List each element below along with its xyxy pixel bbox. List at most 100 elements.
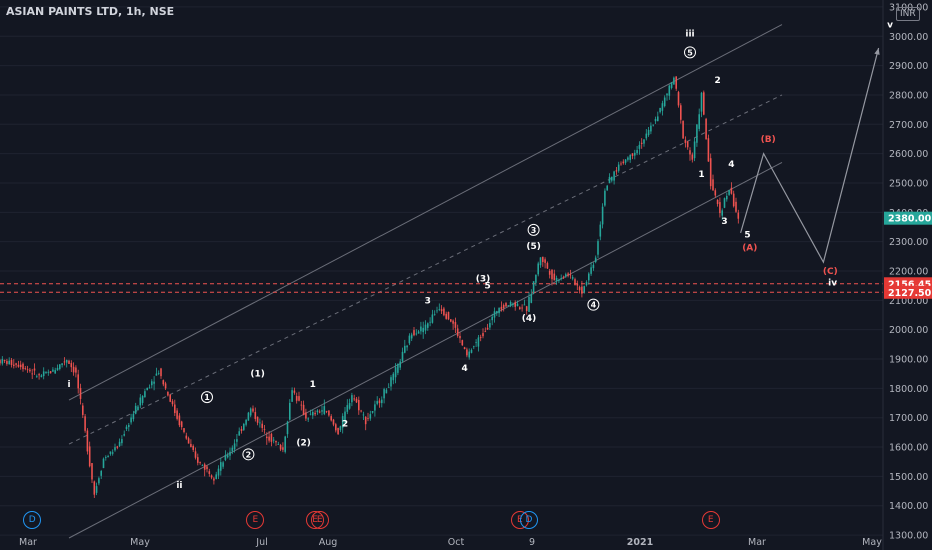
candle-body [613,171,615,181]
candle-body [84,416,86,431]
wave-label: 4 [591,301,597,310]
candle-body [337,427,339,435]
candle-body [316,410,319,413]
candle-body [571,277,574,279]
candle-body [463,347,466,350]
candle-body [509,301,512,306]
candle-body [291,390,293,402]
wave-label: 3 [531,226,537,235]
candle-body [10,360,13,365]
wave-label: (4) [522,314,537,324]
candle-body [597,241,599,255]
candle-body [213,478,215,481]
earnings-event-marker[interactable]: E [701,511,720,529]
candle-body [611,176,613,181]
wave-label: 3 [425,296,431,306]
channel-line [68,94,783,445]
earnings-event-marker[interactable]: E [310,511,329,529]
candle-body [167,391,169,396]
candle-body [548,270,551,275]
candle-body [420,326,422,332]
dividend-event-marker[interactable]: D [23,511,42,529]
candle-body [300,404,303,406]
last-price-tag-bg [884,211,932,225]
candle-body [289,402,291,420]
candle-body [325,410,328,412]
candle-body [77,374,79,389]
candle-body [666,93,668,96]
candle-body [387,386,390,388]
time-tick-label: Oct [448,537,465,548]
candle-body [321,410,323,412]
candle-body [627,157,629,160]
candle-body [243,423,245,430]
candle-body [38,374,40,376]
time-tick-label: May [130,537,150,548]
candle-body [594,257,597,263]
candle-body [673,77,675,85]
candle-body [491,316,493,321]
candle-body [222,462,224,467]
candle-body [275,440,277,443]
candle-body [486,327,489,330]
candle-body [238,431,240,436]
currency-badge[interactable]: INR [896,7,920,21]
candle-body [174,404,176,414]
candle-body [100,471,102,476]
candle-body [160,368,162,377]
dividend-event-marker[interactable]: D [520,511,538,529]
earnings-event-marker[interactable]: E [246,511,265,529]
candle-body [49,371,52,374]
candle-body [210,475,213,478]
candle-body [197,457,199,463]
candle-body [378,400,381,404]
candle-body [226,455,229,458]
candle-body [502,305,505,308]
candle-body [525,306,528,311]
candle-body [519,307,521,310]
wave-label: 2 [714,76,720,86]
wave-label: 3 [721,217,727,227]
price-tick-label: 2600.00 [889,149,928,160]
candle-body [468,351,470,358]
wave-label: ii [176,481,182,491]
candle-body [56,367,59,371]
candle-body [128,425,130,428]
wave-label: (3) [476,274,491,284]
candle-body [312,412,314,416]
candle-body [52,369,54,372]
candle-body [132,413,135,420]
candle-body [318,411,321,413]
candle-body [270,433,273,442]
candle-body [438,309,441,310]
candle-body [70,363,73,368]
candle-body [408,335,411,344]
candle-body [111,452,114,454]
candle-body [194,451,197,458]
candle-body [622,161,625,164]
candle-body [277,444,280,445]
candle-body [728,190,730,195]
candle-body [183,428,185,433]
candle-body [307,418,309,420]
candle-body [75,367,77,373]
candle-body [217,468,220,476]
candle-body [155,373,158,376]
candle-body [512,303,514,305]
wave-label: 1 [698,170,704,180]
candle-body [362,414,365,416]
candle-body [339,426,342,431]
candle-body [473,346,475,348]
candle-body [374,404,376,411]
candle-body [261,423,263,429]
candle-body [620,163,622,165]
candle-body [663,97,666,107]
candle-body [514,302,516,307]
candle-body [199,462,201,463]
candle-body [397,364,399,373]
candle-body [578,287,581,291]
level-price-tag-bg [884,285,932,299]
wave-label: (B) [761,135,776,145]
candle-body [466,349,468,356]
